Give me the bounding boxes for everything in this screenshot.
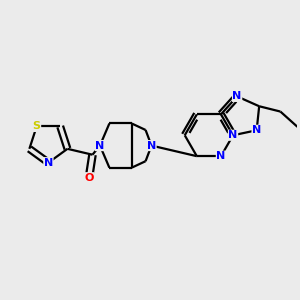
Text: N: N [44,158,53,168]
Text: O: O [84,173,94,183]
Text: S: S [33,122,41,131]
Text: N: N [95,141,105,151]
Text: N: N [252,125,261,135]
Text: N: N [147,141,156,151]
Text: N: N [232,92,242,101]
Text: N: N [216,151,226,161]
Text: N: N [228,130,238,140]
